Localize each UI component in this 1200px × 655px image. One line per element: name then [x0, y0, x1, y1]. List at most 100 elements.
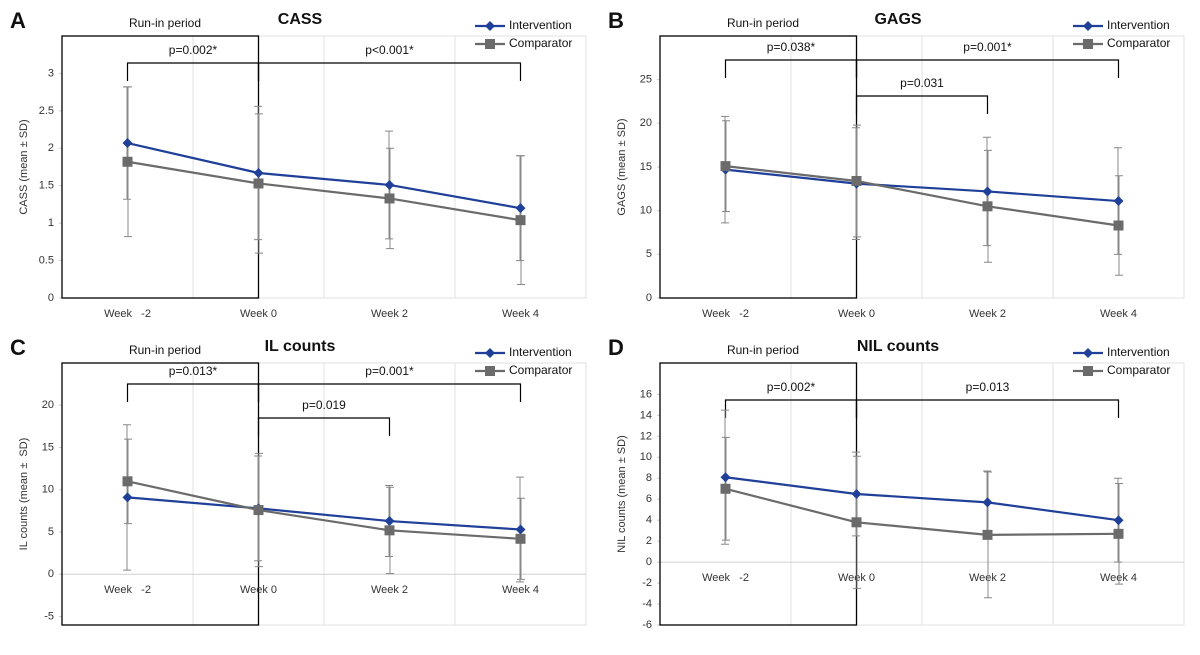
marker [851, 517, 862, 528]
y-tick-label: 2 [646, 535, 652, 547]
x-tick-label: Week -2 [702, 308, 749, 320]
marker [720, 472, 731, 483]
significance-bracket [257, 417, 391, 436]
legend-marker [1083, 348, 1093, 358]
x-tick-label: Week -2 [702, 572, 749, 584]
marker [982, 201, 993, 212]
p-value: p=0.038* [767, 40, 816, 54]
p-value: p=0.002* [169, 43, 218, 57]
series-line [725, 476, 1119, 522]
p-value: p=0.001* [365, 364, 414, 378]
run-in-label: Run-in period [727, 16, 799, 30]
p-value: p=0.031 [900, 76, 944, 90]
y-tick-label: 3 [48, 67, 54, 79]
p-value: p=0.002* [767, 380, 816, 394]
marker [851, 489, 862, 499]
x-tick-label: Week 4 [1100, 308, 1137, 320]
series-line [127, 480, 521, 540]
y-tick-label: 0 [646, 292, 652, 304]
legend-label: Comparator [509, 36, 572, 50]
y-tick-label: 20 [42, 399, 54, 411]
y-tick-label: 1.5 [39, 180, 54, 192]
panel: 0 0.5 1 1.5 2 2.5 3 Run-in period A CASS CASS (mea… [10, 8, 587, 320]
x-tick-label: Week 0 [240, 584, 277, 596]
marker [384, 179, 395, 190]
marker [1113, 528, 1124, 539]
series-line [725, 168, 1119, 203]
panel-letter: A [10, 8, 26, 33]
marker [1113, 220, 1124, 231]
marker [253, 167, 264, 178]
y-tick-label: 12 [640, 430, 652, 442]
legend-label: Comparator [509, 363, 572, 377]
marker [982, 497, 993, 508]
marker [515, 203, 526, 214]
marker [122, 492, 133, 503]
y-tick-label: 5 [646, 248, 652, 260]
run-in-label: Run-in period [129, 343, 201, 357]
legend-label: Intervention [1107, 345, 1170, 359]
legend-marker [1083, 366, 1093, 376]
marker [122, 476, 133, 487]
run-in-label: Run-in period [129, 16, 201, 30]
series-line [725, 487, 1119, 536]
marker [1113, 196, 1124, 207]
significance-bracket [257, 62, 522, 81]
series-line [127, 160, 521, 222]
legend-label: Intervention [509, 18, 572, 32]
x-tick-label: Week 2 [969, 308, 1006, 320]
marker [720, 483, 731, 494]
panel: -5 0 5 10 15 20 Run-in period C IL counts IL coun… [10, 335, 587, 626]
y-tick-label: 10 [640, 205, 652, 217]
marker [253, 505, 264, 516]
y-tick-label: -2 [642, 577, 652, 589]
significance-bracket [855, 399, 1120, 418]
legend-marker [485, 366, 495, 376]
p-value: p=0.019 [302, 398, 346, 412]
y-tick-label: 0 [48, 292, 54, 304]
marker [515, 215, 526, 226]
y-tick-label: 0 [48, 568, 54, 580]
y-tick-label: 4 [646, 514, 652, 526]
run-in-box [659, 362, 858, 626]
series-line [127, 141, 521, 210]
y-tick-label: 0 [646, 556, 652, 568]
legend-marker [485, 348, 495, 358]
p-value: p<0.001* [365, 43, 414, 57]
marker [253, 178, 264, 189]
y-tick-label: -6 [642, 619, 652, 631]
chart-title: IL counts [265, 338, 336, 355]
chart-title: NIL counts [857, 338, 939, 355]
marker [384, 525, 395, 536]
y-tick-label: 25 [640, 74, 652, 86]
significance-bracket [855, 95, 989, 114]
p-value: p=0.013 [966, 380, 1010, 394]
x-tick-label: Week 2 [371, 584, 408, 596]
marker [982, 529, 993, 540]
x-tick-label: Week 0 [838, 308, 875, 320]
y-tick-label: 2 [48, 142, 54, 154]
run-in-label: Run-in period [727, 343, 799, 357]
marker [720, 161, 731, 172]
y-tick-label: -4 [642, 598, 652, 610]
marker [384, 193, 395, 204]
p-value: p=0.001* [963, 40, 1012, 54]
panel-letter: B [608, 8, 624, 33]
x-tick-label: Week 0 [240, 308, 277, 320]
y-tick-label: 6 [646, 493, 652, 505]
chart-title: GAGS [874, 11, 921, 28]
marker [851, 175, 862, 186]
y-tick-label: 15 [42, 441, 54, 453]
y-tick-label: 16 [640, 388, 652, 400]
y-axis-label: CASS (mean ± SD) [18, 119, 30, 214]
x-tick-label: Week -2 [104, 584, 151, 596]
x-tick-label: Week 2 [371, 308, 408, 320]
y-tick-label: 1 [48, 217, 54, 229]
legend-label: Comparator [1107, 36, 1170, 50]
legend-label: Comparator [1107, 363, 1170, 377]
marker [384, 516, 395, 527]
marker [515, 524, 526, 535]
x-tick-label: Week -2 [104, 308, 151, 320]
legend-marker [485, 39, 495, 49]
